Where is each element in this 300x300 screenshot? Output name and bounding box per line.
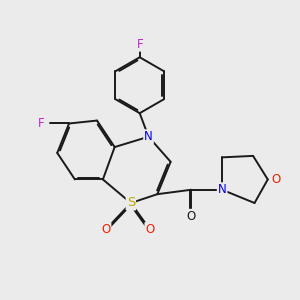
Text: N: N <box>144 130 153 143</box>
Text: F: F <box>38 117 44 130</box>
Text: O: O <box>187 210 196 223</box>
Text: F: F <box>136 38 143 50</box>
Text: O: O <box>272 173 280 186</box>
Text: O: O <box>146 223 154 236</box>
Text: N: N <box>218 183 226 196</box>
Text: O: O <box>101 223 110 236</box>
Text: S: S <box>127 196 135 209</box>
